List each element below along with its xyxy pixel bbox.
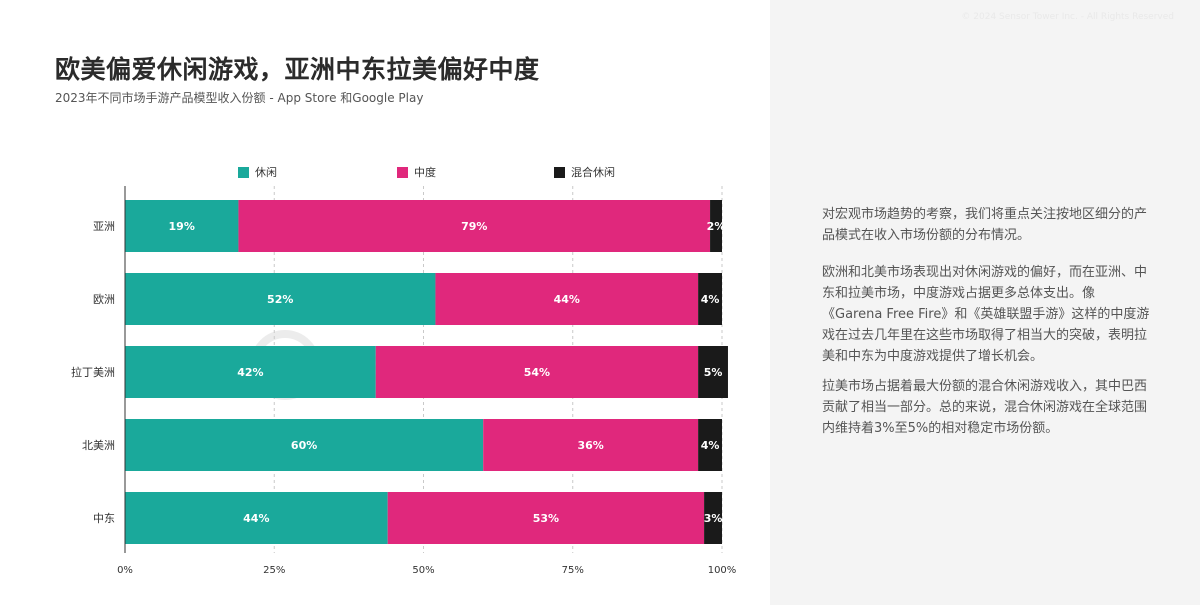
data-label: 4% bbox=[701, 293, 720, 306]
copyright-note: © 2024 Sensor Tower Inc. - All Rights Re… bbox=[961, 12, 1174, 22]
bar-segment bbox=[125, 492, 388, 544]
legend-swatch-hybrid bbox=[554, 166, 565, 178]
data-label: 54% bbox=[524, 366, 550, 379]
legend-item-casual: 休闲 bbox=[238, 164, 277, 180]
data-label: 19% bbox=[169, 220, 195, 233]
data-label: 5% bbox=[704, 366, 723, 379]
data-label: 52% bbox=[267, 293, 293, 306]
x-tick-label: 100% bbox=[708, 565, 737, 576]
chart-subtitle: 2023年不同市场手游产品模型收入份额 - App Store 和Google … bbox=[55, 91, 424, 105]
legend-label-casual: 休闲 bbox=[255, 166, 277, 179]
bar-segment bbox=[125, 200, 239, 252]
data-label: 42% bbox=[237, 366, 263, 379]
data-label: 3% bbox=[704, 512, 723, 525]
category-label: 亚洲 bbox=[93, 220, 115, 233]
bar-segment bbox=[238, 200, 711, 252]
data-label: 44% bbox=[243, 512, 269, 525]
x-tick-label: 75% bbox=[562, 565, 584, 576]
bar-segment bbox=[710, 200, 722, 252]
bar-segment bbox=[375, 346, 699, 398]
data-label: 79% bbox=[461, 220, 487, 233]
bar-segment bbox=[483, 419, 699, 471]
data-label: 60% bbox=[291, 439, 317, 452]
bar-segment bbox=[698, 346, 728, 398]
x-tick-label: 25% bbox=[263, 565, 285, 576]
data-label: 36% bbox=[577, 439, 603, 452]
bar-segment bbox=[435, 273, 699, 325]
bar-segment bbox=[125, 346, 376, 398]
bar-segment bbox=[698, 273, 722, 325]
bar-segment bbox=[698, 419, 722, 471]
paragraph-1: 对宏观市场趋势的考察，我们将重点关注按地区细分的产品模式在收入市场份额的分布情况… bbox=[822, 207, 1148, 243]
stacked-bar-chart: 0% 25% 50% 75% 100% 19% 79% 2% 亚洲 52% 44% 4% 欧洲 42% 54… bbox=[71, 186, 737, 576]
text-panel bbox=[770, 0, 1200, 605]
legend-label-hybrid: 混合休闲 bbox=[571, 166, 615, 179]
data-label: 4% bbox=[701, 439, 720, 452]
legend-swatch-casual bbox=[238, 166, 249, 178]
bar-segment bbox=[387, 492, 705, 544]
category-label: 北美洲 bbox=[82, 439, 115, 452]
category-label: 欧洲 bbox=[93, 293, 115, 306]
x-tick-label: 50% bbox=[412, 565, 434, 576]
legend-item-hybrid: 混合休闲 bbox=[554, 164, 615, 180]
category-label: 拉丁美洲 bbox=[71, 365, 115, 379]
category-label: 中东 bbox=[93, 512, 115, 525]
legend-item-midcore: 中度 bbox=[397, 164, 436, 180]
paragraph-3: 拉美市场占据着最大份额的混合休闲游戏收入，其中巴西贡献了相当一部分。总的来说，混… bbox=[822, 379, 1148, 436]
bar-segment bbox=[125, 273, 436, 325]
data-label: 2% bbox=[707, 220, 726, 233]
bar-segment bbox=[125, 419, 484, 471]
legend-label-midcore: 中度 bbox=[414, 166, 436, 179]
x-tick-label: 0% bbox=[117, 565, 133, 576]
bar-segment bbox=[704, 492, 722, 544]
page-title: 欧美偏爱休闲游戏，亚洲中东拉美偏好中度 bbox=[55, 55, 540, 84]
data-label: 44% bbox=[554, 293, 580, 306]
legend-swatch-midcore bbox=[397, 166, 408, 178]
data-label: 53% bbox=[533, 512, 559, 525]
paragraph-2: 欧洲和北美市场表现出对休闲游戏的偏好，而在亚洲、中东和拉美市场，中度游戏占据更多… bbox=[822, 265, 1150, 364]
